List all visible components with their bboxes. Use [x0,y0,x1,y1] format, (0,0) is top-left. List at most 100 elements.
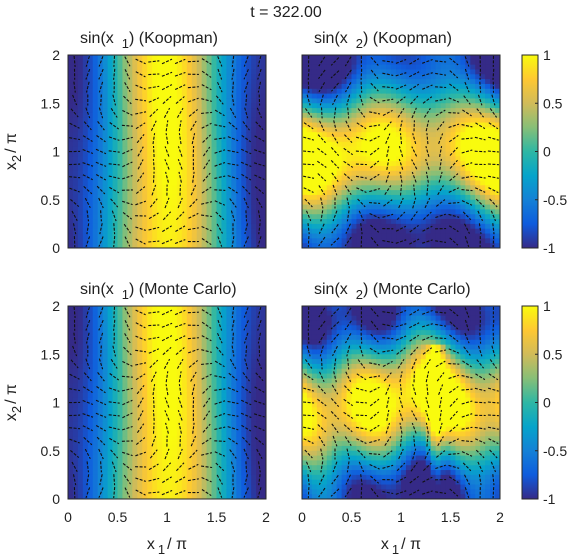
heatmap-cell [450,98,457,104]
heatmap-cell [371,69,377,75]
heatmap-cell [97,416,104,423]
heatmap-cell [142,228,148,235]
heatmap-cell [475,238,481,244]
heatmap-cell [201,489,208,495]
heatmap-cell [102,445,109,452]
heatmap-cell [410,151,417,157]
heatmap-cell [216,392,223,399]
heatmap-cell [495,170,500,177]
heatmap-cell [231,209,237,215]
heatmap-cell [480,146,486,153]
heatmap-cell [181,74,188,80]
heatmap-cell [142,55,148,61]
heatmap-cell [401,175,407,182]
heatmap-cell [92,484,99,490]
heatmap-cell [201,455,208,461]
heatmap-cell [191,190,198,196]
heatmap-cell [167,325,173,331]
heatmap-cell [341,228,348,235]
heatmap-cell [326,180,333,186]
quiver-arrow [370,69,379,79]
heatmap-cell [176,315,183,322]
heatmap-cell [162,397,168,404]
heatmap-cell [92,64,99,71]
heatmap-cell [396,194,402,201]
heatmap-cell [112,349,119,355]
heatmap-cell [162,156,168,162]
heatmap-cell [181,117,188,124]
heatmap-cell [391,233,397,239]
quiver-arrow [245,94,248,106]
heatmap-cell [102,368,109,375]
heatmap-cell [241,108,247,114]
heatmap-cell [162,460,168,466]
heatmap-cell [162,93,168,100]
heatmap-cell [450,69,457,75]
heatmap-cell [256,132,262,138]
heatmap-cell [371,194,377,201]
heatmap-cell [221,306,227,312]
quiver-arrow [303,136,315,141]
heatmap-cell [470,74,476,80]
heatmap-cell [341,127,348,133]
heatmap-cell [425,223,432,230]
heatmap-cell [171,310,178,317]
heatmap-cell [336,132,343,138]
heatmap-cell [152,416,158,423]
heatmap-cell [480,228,486,235]
heatmap-cell [241,146,247,153]
heatmap-cell [470,108,476,114]
heatmap-cell [316,209,323,215]
heatmap-cell [465,103,471,109]
heatmap-cell [137,426,143,433]
heatmap-cell [440,127,447,133]
heatmap-cell [191,88,198,95]
heatmap-cell [196,74,203,80]
heatmap-cell [206,190,213,196]
heatmap-cell [470,151,476,157]
heatmap-cell [341,122,348,128]
heatmap-cell [376,59,382,66]
heatmap-cell [171,137,178,143]
quiver-arrow [135,111,147,115]
heatmap-cell [77,79,84,85]
quiver-arrow [216,223,223,234]
heatmap-cell [480,194,486,201]
heatmap-cell [72,450,79,457]
heatmap-cell [171,388,178,394]
heatmap-cell [68,407,74,413]
heatmap-cell [336,55,343,61]
heatmap-cell [82,349,89,355]
heatmap-cell [107,194,114,201]
heatmap-cell [132,426,138,433]
heatmap-cell [201,141,208,148]
heatmap-cell [341,199,348,206]
heatmap-cell [211,339,218,346]
heatmap-cell [186,465,193,471]
heatmap-cell [127,151,133,157]
heatmap-cell [72,88,79,95]
heatmap-cell [361,156,367,162]
heatmap-cell [450,185,457,191]
heatmap-cell [132,59,138,66]
heatmap-cell [171,470,178,476]
quiver-arrow [108,163,120,166]
heatmap-cell [425,175,432,182]
heatmap-cell [137,194,143,201]
heatmap-cell [376,209,382,215]
heatmap-cell [68,103,74,109]
heatmap-cell [336,112,343,119]
heatmap-cell [167,470,173,476]
quiver-arrow [230,210,236,222]
heatmap-cell [152,59,158,66]
heatmap-cell [221,378,227,384]
heatmap-cell [336,127,343,133]
heatmap-cell [122,344,128,351]
heatmap-cell [450,137,457,143]
heatmap-cell [401,141,407,148]
quiver-arrow [346,94,351,106]
quiver-arrow [369,124,381,128]
heatmap-cell [206,402,213,408]
heatmap-cell [321,243,328,248]
heatmap-cell [77,330,84,336]
